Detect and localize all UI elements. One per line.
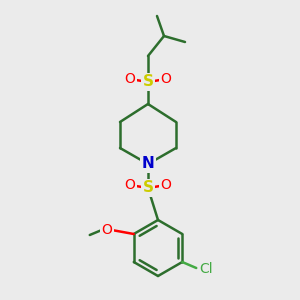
Text: O: O — [160, 72, 171, 86]
Text: O: O — [124, 72, 135, 86]
Text: O: O — [160, 178, 171, 192]
Text: O: O — [101, 223, 112, 237]
Text: Cl: Cl — [200, 262, 213, 276]
Text: S: S — [142, 181, 154, 196]
Text: O: O — [124, 178, 135, 192]
Text: N: N — [142, 157, 154, 172]
Text: S: S — [142, 74, 154, 89]
